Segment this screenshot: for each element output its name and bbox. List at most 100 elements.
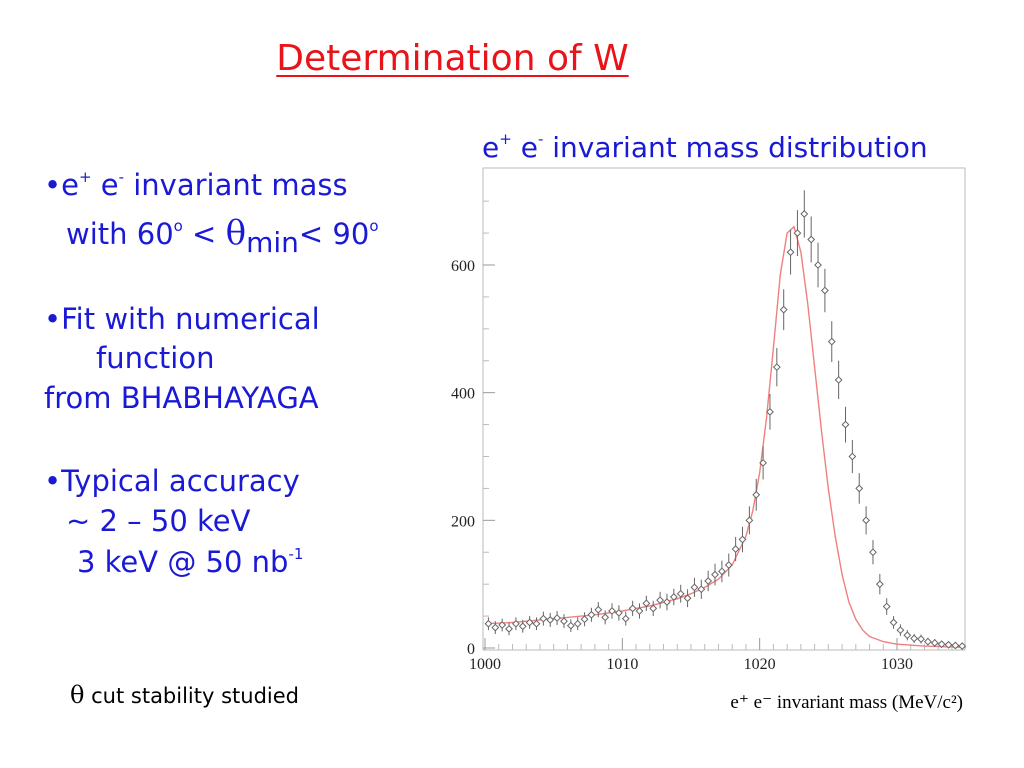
data-point xyxy=(820,268,829,313)
data-point xyxy=(518,619,527,633)
x-tick-label: 1010 xyxy=(606,656,638,673)
bullet-text: invariant mass xyxy=(124,168,348,202)
point-marker xyxy=(889,618,898,627)
data-point xyxy=(663,593,671,611)
point-marker xyxy=(814,261,822,269)
point-marker xyxy=(518,622,527,631)
data-point xyxy=(587,607,596,622)
bullet-text: 3 keV @ 50 nb xyxy=(77,545,289,579)
data-point xyxy=(525,616,534,629)
point-marker xyxy=(704,577,713,585)
data-point xyxy=(539,611,548,626)
point-marker xyxy=(766,407,774,416)
x-tick-label: 1020 xyxy=(744,656,776,673)
point-marker xyxy=(697,585,706,594)
subscript: min xyxy=(246,226,299,259)
point-marker xyxy=(635,607,644,615)
data-point xyxy=(903,630,912,641)
data-point xyxy=(511,617,520,631)
point-marker xyxy=(676,589,685,598)
data-point xyxy=(724,553,733,577)
superscript: -1 xyxy=(288,545,304,563)
point-marker xyxy=(573,619,582,628)
point-marker xyxy=(772,363,781,372)
bullet-accuracy-range: ~ 2 – 50 keV xyxy=(66,504,251,538)
bullet-invariant-mass: •e+ e- invariant mass xyxy=(44,170,348,200)
point-marker xyxy=(724,561,733,569)
point-marker xyxy=(862,516,871,525)
point-marker xyxy=(745,516,754,525)
caption-text: e xyxy=(511,131,538,164)
point-marker xyxy=(807,235,816,244)
data-point xyxy=(779,289,788,331)
y-tick-label: 200 xyxy=(451,513,475,530)
fit-curve-layer xyxy=(484,225,966,649)
point-marker xyxy=(594,605,603,614)
point-marker xyxy=(827,337,836,346)
data-point xyxy=(608,603,616,619)
theta-symbol: θ xyxy=(70,681,85,709)
point-marker xyxy=(505,624,513,633)
data-point xyxy=(772,347,781,387)
theta-cut-note: θ cut stability studied xyxy=(70,683,299,707)
data-point xyxy=(766,393,774,430)
bullet-fit-line2: function xyxy=(96,341,215,375)
point-marker xyxy=(580,615,589,624)
data-point xyxy=(800,190,809,238)
point-marker xyxy=(560,617,568,626)
point-marker xyxy=(779,305,788,314)
data-point xyxy=(484,617,493,631)
point-marker xyxy=(484,619,493,628)
point-marker xyxy=(663,598,671,606)
y-tick-label: 400 xyxy=(451,386,475,403)
chart-caption: e+ e- invariant mass distribution xyxy=(482,132,928,162)
data-point xyxy=(869,540,877,565)
data-point xyxy=(505,622,513,636)
data-point xyxy=(560,614,568,629)
data-point xyxy=(628,600,637,617)
data-point xyxy=(553,610,562,626)
x-tick-label: 1030 xyxy=(881,656,913,673)
point-marker xyxy=(711,570,719,579)
data-point xyxy=(594,602,603,618)
data-point xyxy=(745,506,754,535)
bullet-text: < xyxy=(182,217,226,251)
data-point xyxy=(697,579,706,599)
data-point xyxy=(669,588,678,606)
bullet-text: e xyxy=(91,168,119,202)
point-marker xyxy=(717,567,726,576)
point-marker xyxy=(944,640,953,649)
point-marker xyxy=(601,613,610,622)
point-marker xyxy=(690,583,699,592)
point-marker xyxy=(937,640,946,649)
data-points-layer xyxy=(484,190,967,650)
data-point xyxy=(786,229,795,275)
data-point xyxy=(621,611,630,626)
data-point xyxy=(834,360,843,400)
data-point xyxy=(676,584,685,603)
point-marker xyxy=(958,642,967,650)
plot-frame xyxy=(482,167,966,651)
point-marker xyxy=(525,618,534,627)
data-point xyxy=(814,242,822,288)
point-marker xyxy=(800,210,809,218)
point-marker xyxy=(649,604,658,613)
data-point xyxy=(642,595,651,611)
data-point xyxy=(889,616,898,629)
data-point xyxy=(827,321,836,363)
data-point xyxy=(704,570,713,592)
plot-frame-layer xyxy=(482,167,966,651)
data-point xyxy=(841,406,850,443)
point-marker xyxy=(621,614,630,623)
data-point xyxy=(944,640,953,649)
data-point xyxy=(738,526,747,553)
theta-symbol: θ xyxy=(225,213,247,253)
superscript: o xyxy=(369,217,379,235)
fit-curve xyxy=(484,225,966,649)
data-point xyxy=(807,216,816,263)
point-marker xyxy=(731,545,740,553)
data-point xyxy=(862,506,871,535)
point-marker xyxy=(608,607,616,615)
point-marker xyxy=(841,420,850,429)
data-point xyxy=(649,600,658,617)
